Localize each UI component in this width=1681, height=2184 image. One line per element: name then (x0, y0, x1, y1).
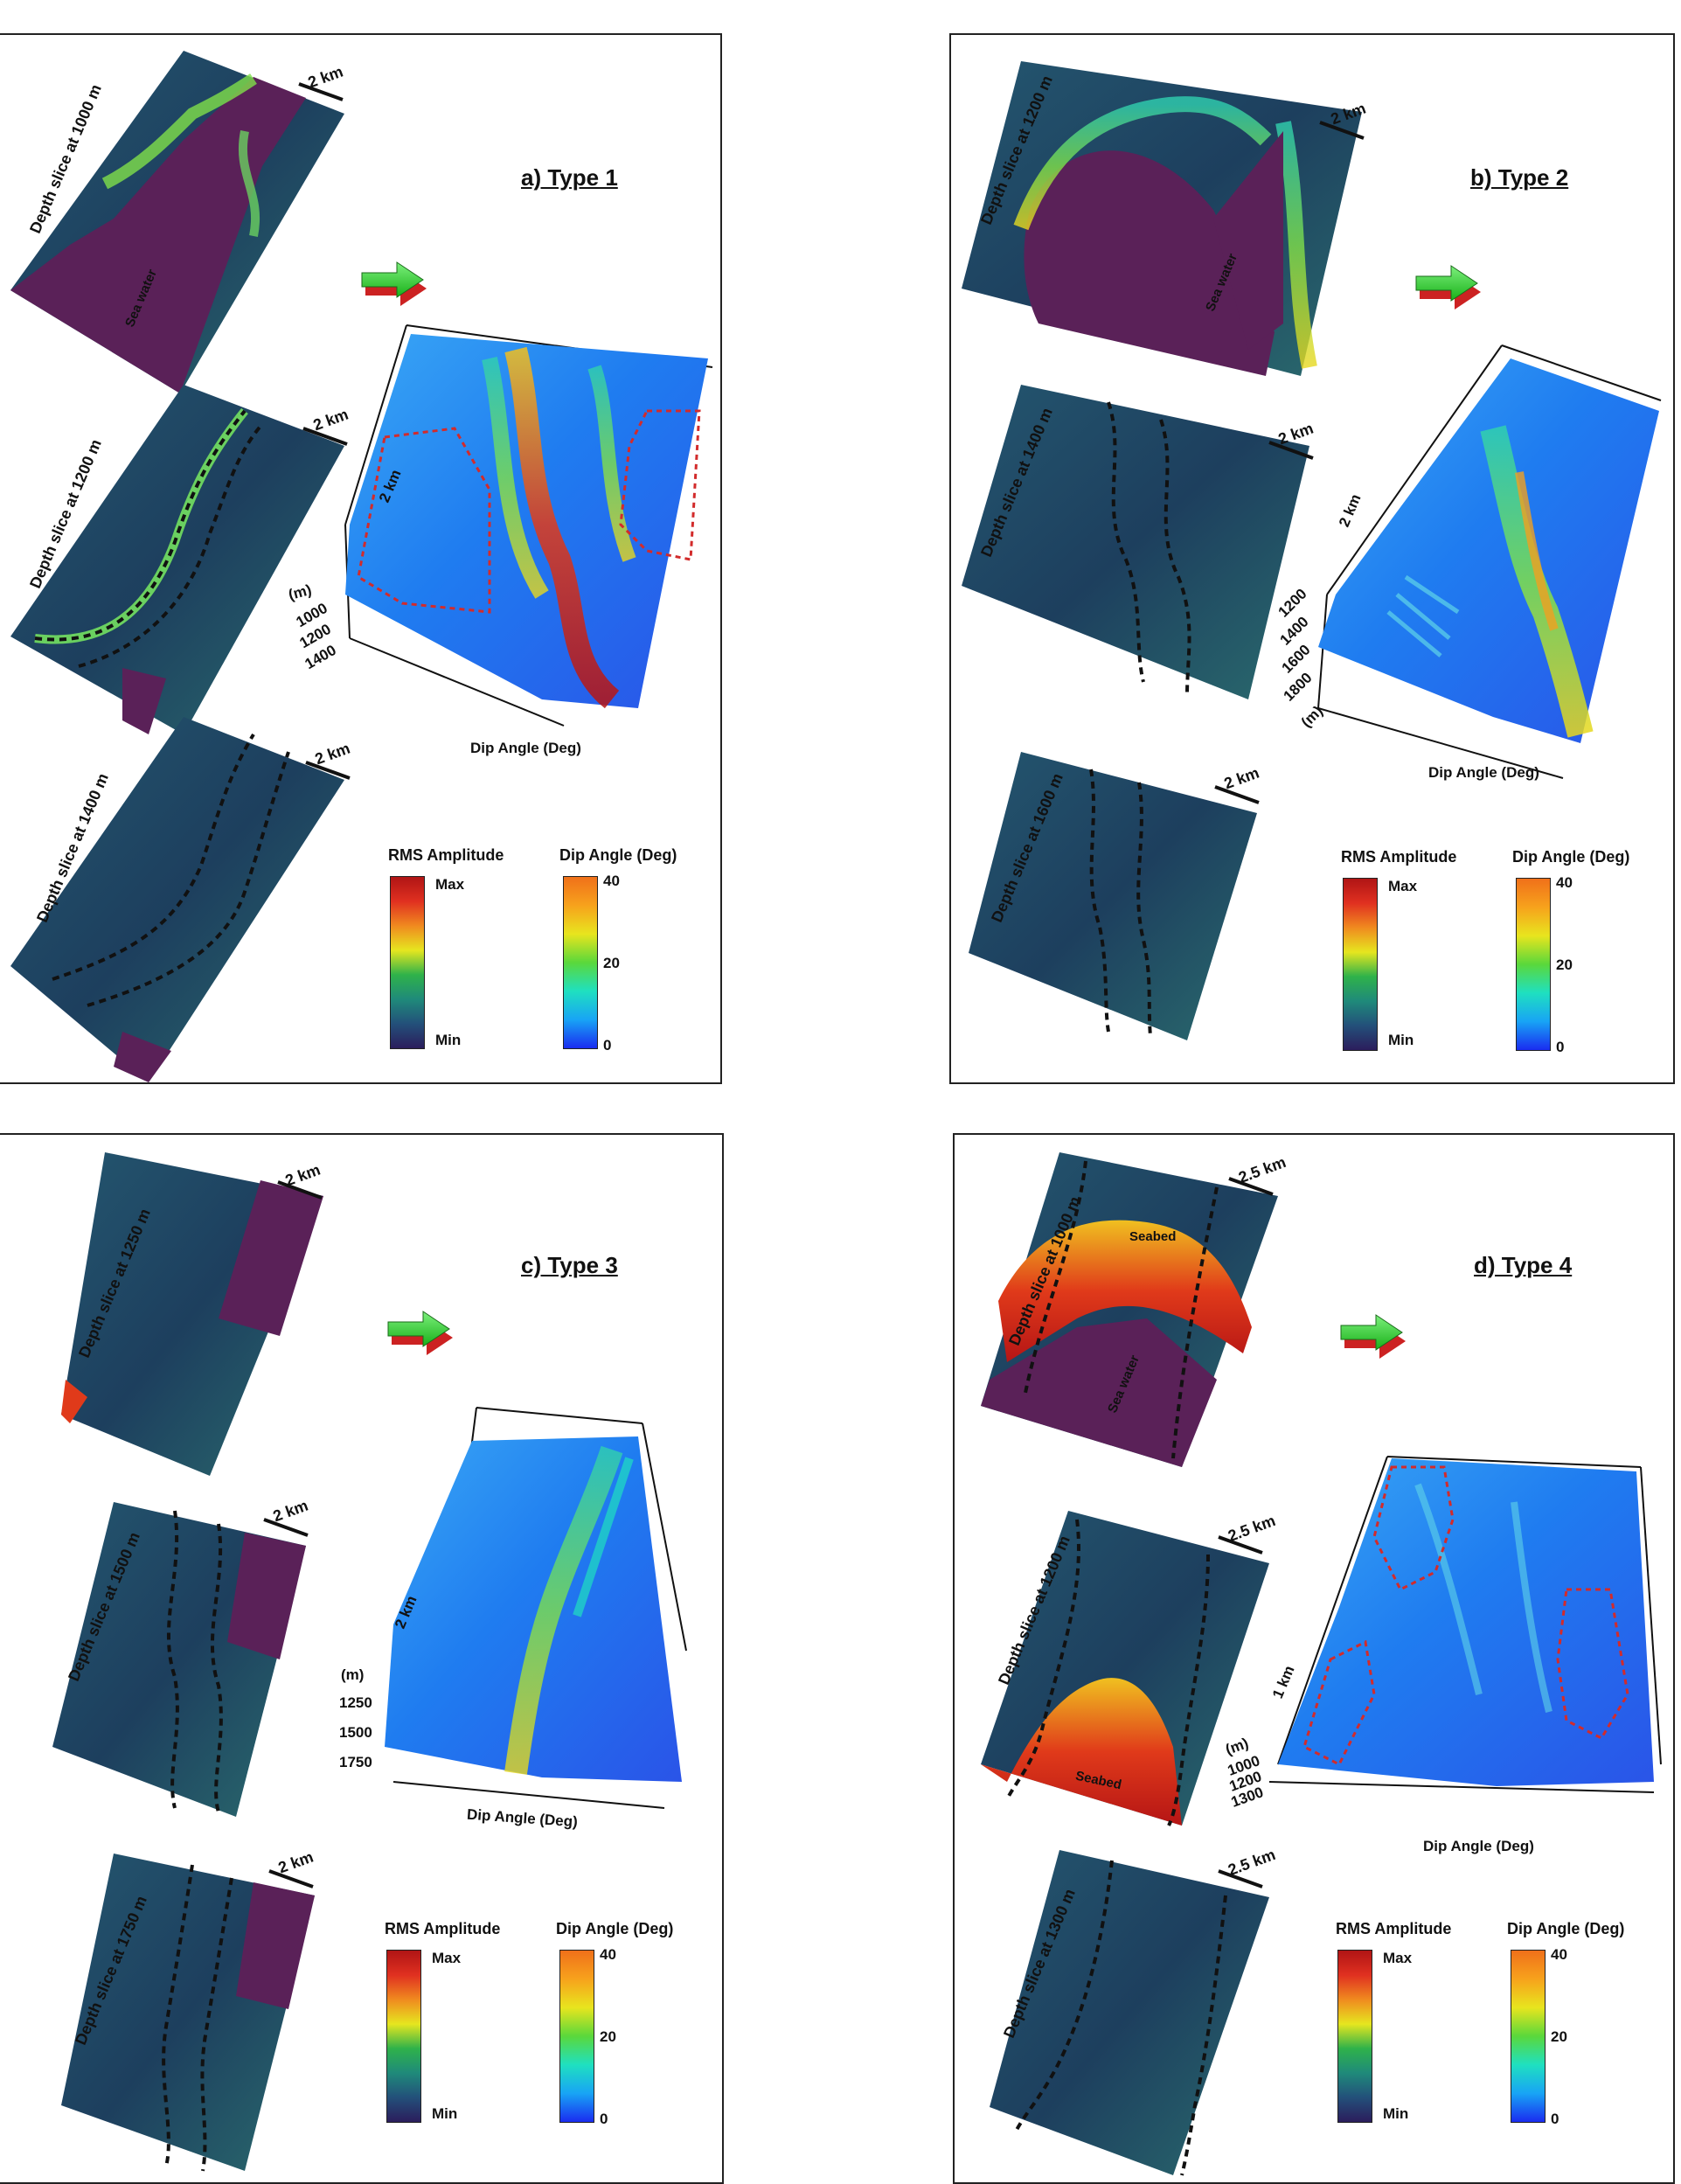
panel-type-3: c) Type 3 Depth slice at 1250 m 2 km Dep… (0, 1133, 724, 2184)
arrow-right-icon (361, 261, 427, 306)
arrow-right-icon (1340, 1314, 1406, 1359)
rms-colorbar (386, 1950, 421, 2123)
panel-title: b) Type 2 (1470, 164, 1569, 191)
dip-tick: 0 (1556, 1039, 1565, 1055)
surface-axis-label: Dip Angle (Deg) (470, 740, 581, 756)
depth-tick: 1250 (339, 1694, 372, 1711)
rms-min-label: Min (432, 2105, 458, 2122)
depth-slice-image (61, 1152, 323, 1476)
depth-slice-image (981, 1511, 1269, 1826)
scale-bar (1218, 1869, 1263, 1888)
rms-min-label: Min (435, 1032, 462, 1048)
dip-tick: 20 (603, 955, 620, 971)
rms-max-label: Max (1388, 878, 1418, 894)
scale-bar (1268, 441, 1314, 460)
surface-axis-label: Dip Angle (Deg) (1423, 1838, 1534, 1854)
depth-slice-image (61, 1854, 315, 2172)
dip-tick: 40 (1556, 874, 1573, 891)
scale-bar (1228, 1177, 1274, 1196)
dip-legend-title: Dip Angle (Deg) (556, 1920, 674, 1937)
dip-tick: 20 (1551, 2028, 1567, 2045)
panel-type-1: a) Type 1 Depth slice at 1000 m 2 km Sea… (0, 33, 722, 1084)
dip-tick: 40 (600, 1946, 616, 1963)
depth-slice-image (990, 1850, 1269, 2176)
dip-legend-title: Dip Angle (Deg) (1507, 1920, 1625, 1937)
depth-unit-label: (m) (341, 1666, 365, 1683)
rms-legend-title: RMS Amplitude (388, 846, 504, 864)
dip-tick: 40 (603, 873, 620, 889)
scale-bar (302, 427, 348, 446)
dip-tick: 20 (1556, 956, 1573, 973)
dip-colorbar (563, 876, 598, 1049)
rms-colorbar (1343, 878, 1378, 1051)
panel-title: a) Type 1 (521, 164, 618, 191)
dip-colorbar (559, 1950, 594, 2123)
panel-title: c) Type 3 (521, 1252, 618, 1278)
depth-slice-image (981, 1152, 1278, 1467)
dip-angle-surface (1317, 344, 1662, 779)
dip-colorbar (1516, 878, 1551, 1051)
scale-bar (1319, 121, 1365, 140)
rms-colorbar (390, 876, 425, 1049)
depth-slice-image (969, 752, 1257, 1040)
depth-slice-image (962, 61, 1362, 376)
depth-tick: 1500 (339, 1724, 372, 1741)
rms-max-label: Max (1383, 1950, 1413, 1966)
arrow-right-icon (1415, 265, 1481, 310)
dip-legend-title: Dip Angle (Deg) (559, 846, 677, 864)
arrow-right-icon (387, 1311, 453, 1355)
dip-colorbar (1511, 1950, 1546, 2123)
dip-tick: 20 (600, 2028, 616, 2045)
scale-bar (298, 82, 344, 101)
dip-tick: 0 (600, 2111, 608, 2127)
rms-legend-title: RMS Amplitude (385, 1920, 501, 1937)
surface-axis-label: Dip Angle (Deg) (1428, 764, 1539, 781)
depth-slice-image (962, 385, 1309, 699)
scale-bar (1214, 785, 1260, 804)
panel-type-4: d) Type 4 Depth slice at 1000 m 2.5 km S… (953, 1133, 1675, 2184)
depth-tick: 1750 (339, 1754, 372, 1770)
rms-max-label: Max (432, 1950, 462, 1966)
dip-legend-title: Dip Angle (Deg) (1512, 848, 1630, 866)
depth-slice-image (10, 717, 344, 1082)
scale-bar (268, 1869, 314, 1888)
rms-legend-title: RMS Amplitude (1336, 1920, 1452, 1937)
scale-bar (277, 1180, 323, 1200)
depth-slice-image (10, 51, 344, 393)
dip-angle-surface (344, 324, 713, 727)
dip-angle-surface (385, 1407, 687, 1809)
seabed-note: Seabed (1129, 1229, 1177, 1244)
rms-legend-title: RMS Amplitude (1341, 848, 1457, 866)
scale-bar (305, 761, 351, 780)
rms-max-label: Max (435, 876, 465, 893)
scale-bar (263, 1518, 309, 1537)
rms-min-label: Min (1383, 2105, 1409, 2122)
dip-tick: 0 (603, 1037, 612, 1054)
dip-tick: 40 (1551, 1946, 1567, 1963)
panel-type-2: b) Type 2 Depth slice at 1200 m 2 km Sea… (949, 33, 1675, 1084)
scale-bar (1218, 1535, 1263, 1555)
depth-slice-image (52, 1502, 306, 1817)
rms-min-label: Min (1388, 1032, 1414, 1048)
dip-tick: 0 (1551, 2111, 1559, 2127)
dip-angle-surface (1268, 1456, 1662, 1793)
rms-colorbar (1337, 1950, 1372, 2123)
depth-slice-image (10, 385, 344, 734)
panel-title: d) Type 4 (1474, 1252, 1573, 1278)
